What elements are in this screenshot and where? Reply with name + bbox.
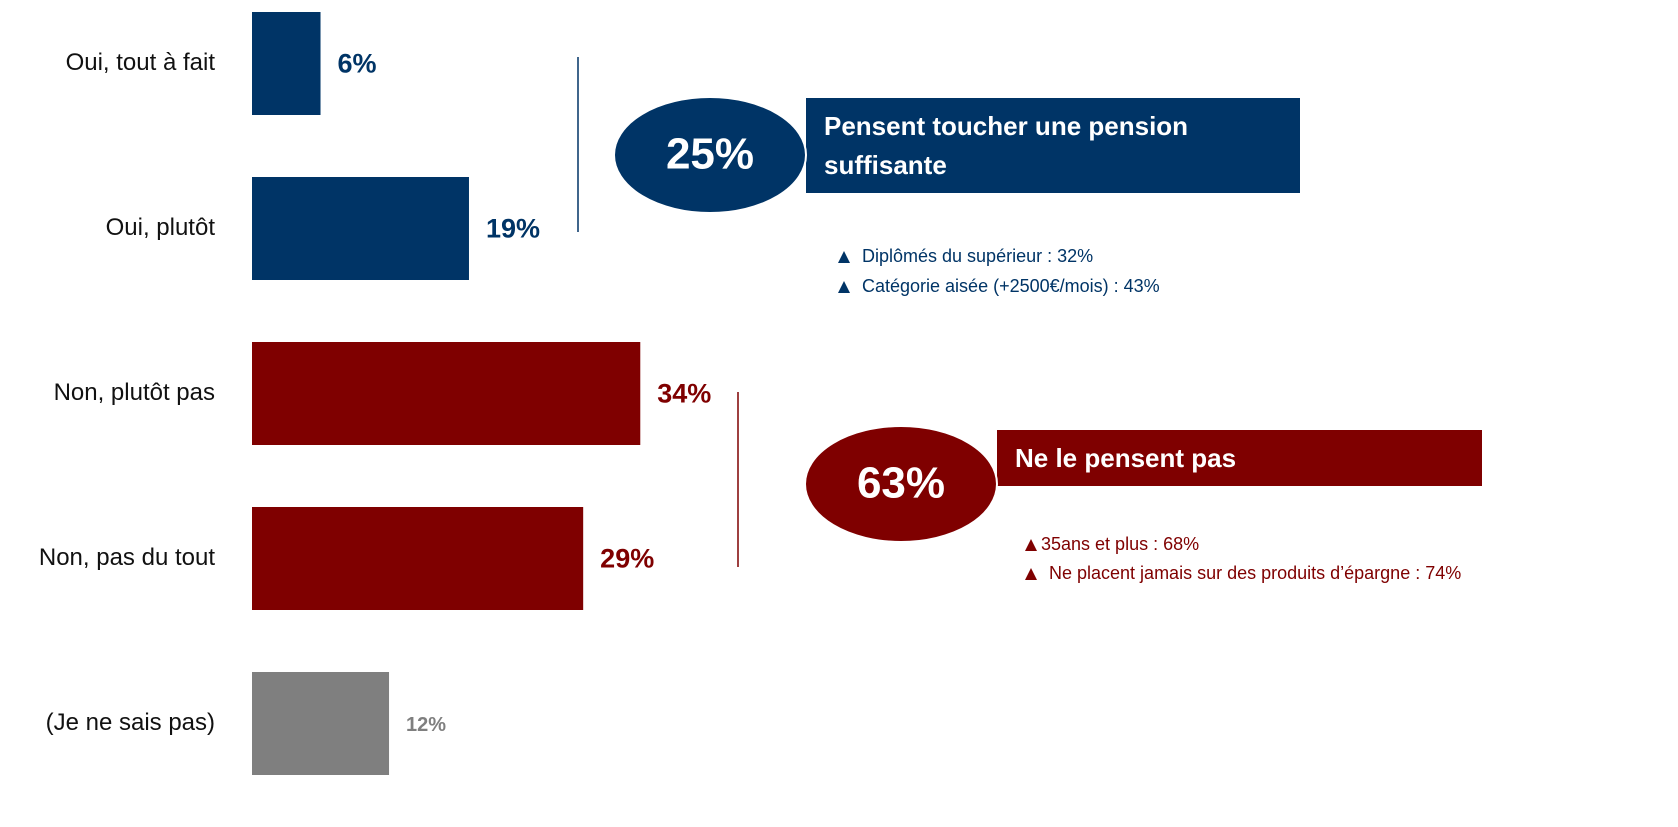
bar: [252, 12, 321, 115]
total-badge: [613, 96, 807, 214]
value-label: 29%: [600, 544, 654, 574]
bar: [252, 507, 584, 610]
note: Diplômés du supérieur : 32%: [862, 246, 1093, 266]
value-label: 34%: [657, 379, 711, 409]
total-value: 63%: [857, 459, 945, 508]
bar: [252, 672, 390, 775]
note: 35ans et plus : 68%: [1041, 534, 1199, 554]
note: Catégorie aisée (+2500€/mois) : 43%: [862, 276, 1160, 296]
note: Ne placent jamais sur des produits d’épa…: [1049, 563, 1461, 583]
value-label: 19%: [486, 214, 540, 244]
triangle-icon: [838, 281, 850, 293]
triangle-icon: [1025, 539, 1037, 551]
total-badge: [804, 425, 998, 543]
triangle-icon: [838, 251, 850, 263]
category-label: Non, plutôt pas: [54, 379, 215, 406]
category-label: Oui, plutôt: [106, 214, 216, 241]
bar: [252, 177, 469, 280]
triangle-icon: [1025, 568, 1037, 580]
label-box: [806, 98, 1300, 193]
category-label: Oui, tout à fait: [66, 49, 216, 76]
bar: [252, 342, 641, 445]
total-value: 25%: [666, 130, 754, 179]
label-box: [997, 430, 1482, 486]
category-label: Non, pas du tout: [39, 544, 215, 571]
category-label: (Je ne sais pas): [46, 709, 215, 736]
box-label: Pensent toucher une pension: [824, 111, 1188, 141]
value-label: 12%: [406, 714, 446, 736]
box-label: Ne le pensent pas: [1015, 443, 1236, 473]
value-label: 6%: [338, 49, 377, 79]
box-label: suffisante: [824, 150, 947, 180]
